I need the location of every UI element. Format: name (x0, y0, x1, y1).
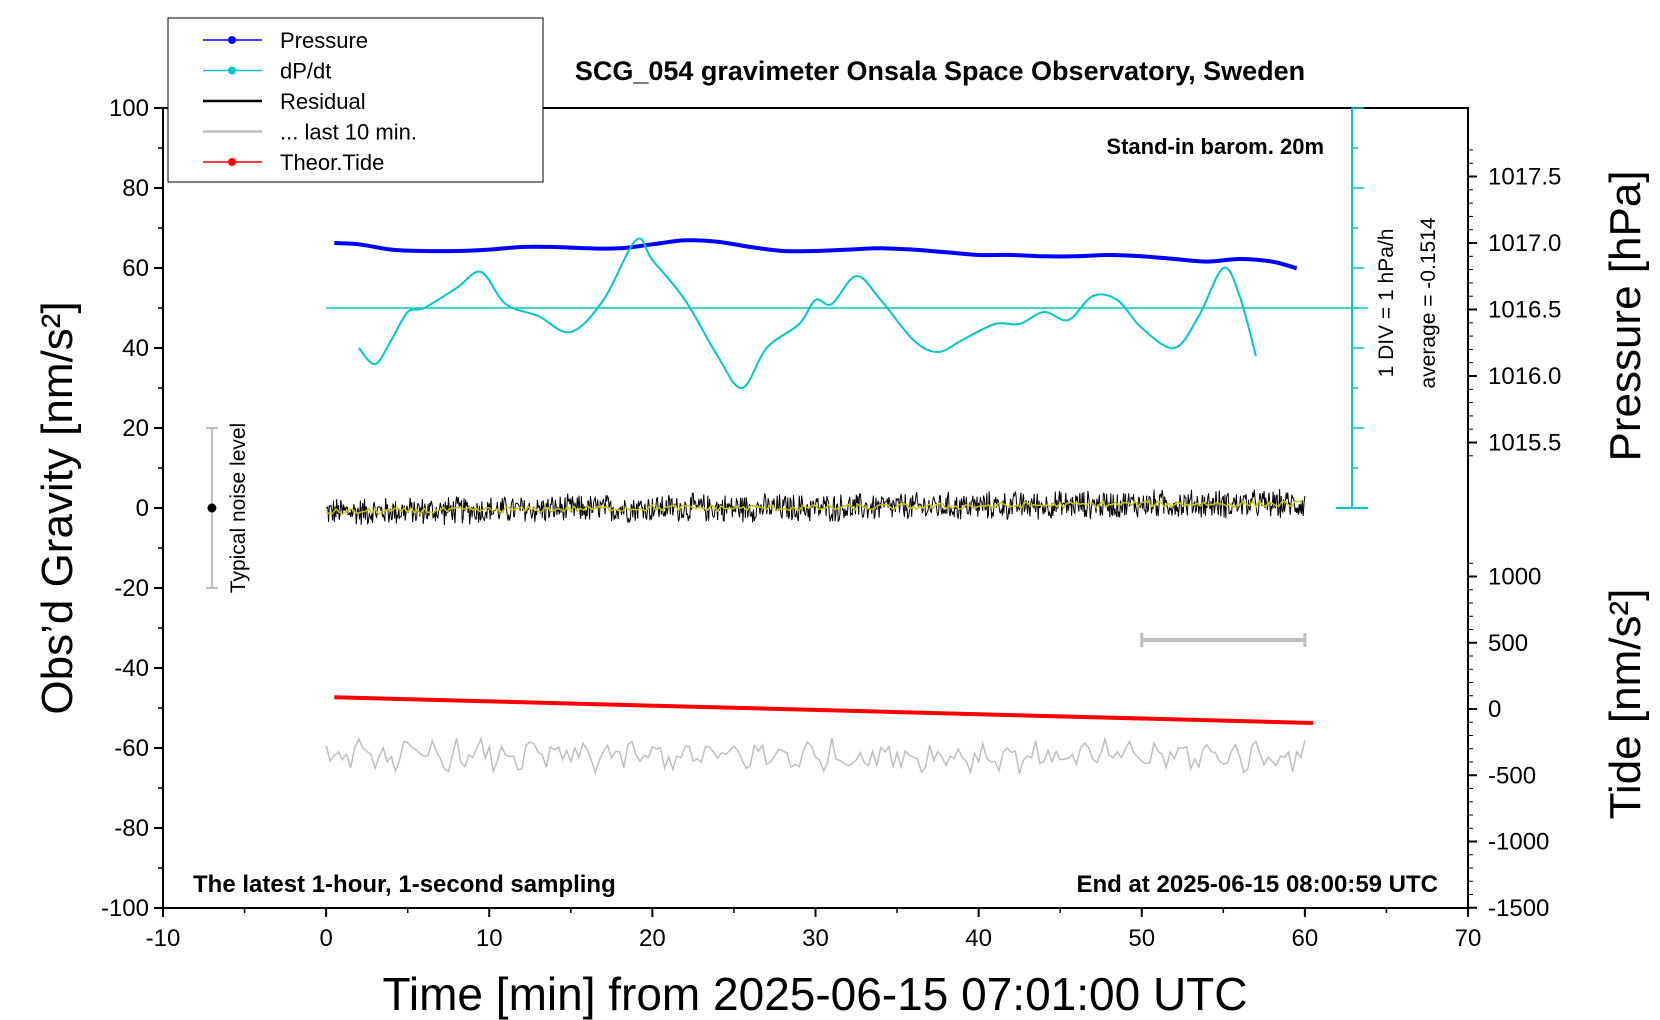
x-axis-label: Time [min] from 2025-06-15 07:01:00 UTC (383, 968, 1248, 1020)
y-tick-label: -80 (114, 815, 149, 842)
legend: Pressure dP/dt Residual ... last 10 min. The… (167, 17, 544, 183)
legend-marker (228, 158, 236, 166)
y-tick-label: 60 (122, 255, 149, 282)
y-axis-label-tide: Tide [nm/s²] (1601, 589, 1650, 820)
y-tick-label: -40 (114, 655, 149, 682)
x-tick-label: 10 (476, 925, 503, 952)
series-dpdt (358, 237, 1257, 389)
y-tick-label: 0 (136, 495, 149, 522)
legend-label: dP/dt (280, 59, 331, 84)
chart-title: SCG_054 gravimeter Onsala Space Observat… (575, 56, 1305, 86)
series-theoretical-tide (334, 695, 1314, 725)
series-residual (325, 489, 1306, 526)
x-tick-label: 70 (1455, 925, 1482, 952)
x-tick-label: 40 (965, 925, 992, 952)
pressure-tick-label: 1016.5 (1488, 297, 1561, 324)
y-axis-label-left: Obs’d Gravity [nm/s²] (33, 301, 82, 714)
x-tick-label: 0 (319, 925, 332, 952)
y-tick-label: -20 (114, 575, 149, 602)
tide-tick-label: 1000 (1488, 564, 1541, 591)
tide-tick-label: -500 (1488, 762, 1536, 789)
pressure-tick-label: 1015.5 (1488, 430, 1561, 457)
tide-tick-label: 500 (1488, 630, 1528, 657)
legend-marker (228, 66, 236, 75)
pressure-tick-label: 1017.5 (1488, 164, 1561, 191)
x-tick-label: 50 (1128, 925, 1155, 952)
end-time-note: End at 2025-06-15 08:00:59 UTC (1077, 871, 1439, 898)
x-tick-label: 60 (1292, 925, 1319, 952)
axis-ticks: -10 0 10 20 30 40 50 60 70100806040200-20-40-60-… (101, 95, 1561, 952)
legend-label: Theor.Tide (280, 150, 384, 175)
noise-bar-center (207, 503, 217, 513)
y-tick-label: -60 (114, 735, 149, 762)
y-tick-label: 80 (122, 175, 149, 202)
div-note: 1 DIV = 1 hPa/h (1375, 229, 1398, 378)
sampling-note: The latest 1-hour, 1-second sampling (193, 871, 616, 898)
tide-tick-label: 0 (1488, 696, 1501, 723)
x-tick-label: -10 (146, 925, 181, 952)
legend-marker (228, 36, 236, 44)
x-tick-label: 20 (639, 925, 666, 952)
y-tick-label: 20 (122, 415, 149, 442)
average-note: average = -0.1514 (1417, 217, 1440, 388)
pressure-tick-label: 1016.0 (1488, 363, 1561, 390)
series-last-10-min (325, 735, 1306, 776)
series-layer (205, 107, 1368, 776)
pressure-tick-label: 1017.0 (1488, 230, 1561, 257)
barometer-note: Stand-in barom. 20m (1106, 134, 1324, 159)
y-tick-label: 100 (109, 95, 149, 122)
legend-label: Residual (280, 89, 366, 114)
series-residual-mean (325, 499, 1302, 516)
tide-tick-label: -1000 (1488, 829, 1549, 856)
y-tick-label: -100 (101, 895, 149, 922)
y-axis-label-pressure: Pressure [hPa] (1601, 170, 1650, 461)
y-tick-label: 40 (122, 335, 149, 362)
x-tick-label: 30 (802, 925, 829, 952)
noise-level-label: Typical noise level (227, 423, 250, 593)
legend-label: ... last 10 min. (280, 120, 417, 145)
legend-label: Pressure (280, 28, 368, 53)
series-pressure (334, 238, 1298, 271)
tide-tick-label: -1500 (1488, 895, 1549, 922)
